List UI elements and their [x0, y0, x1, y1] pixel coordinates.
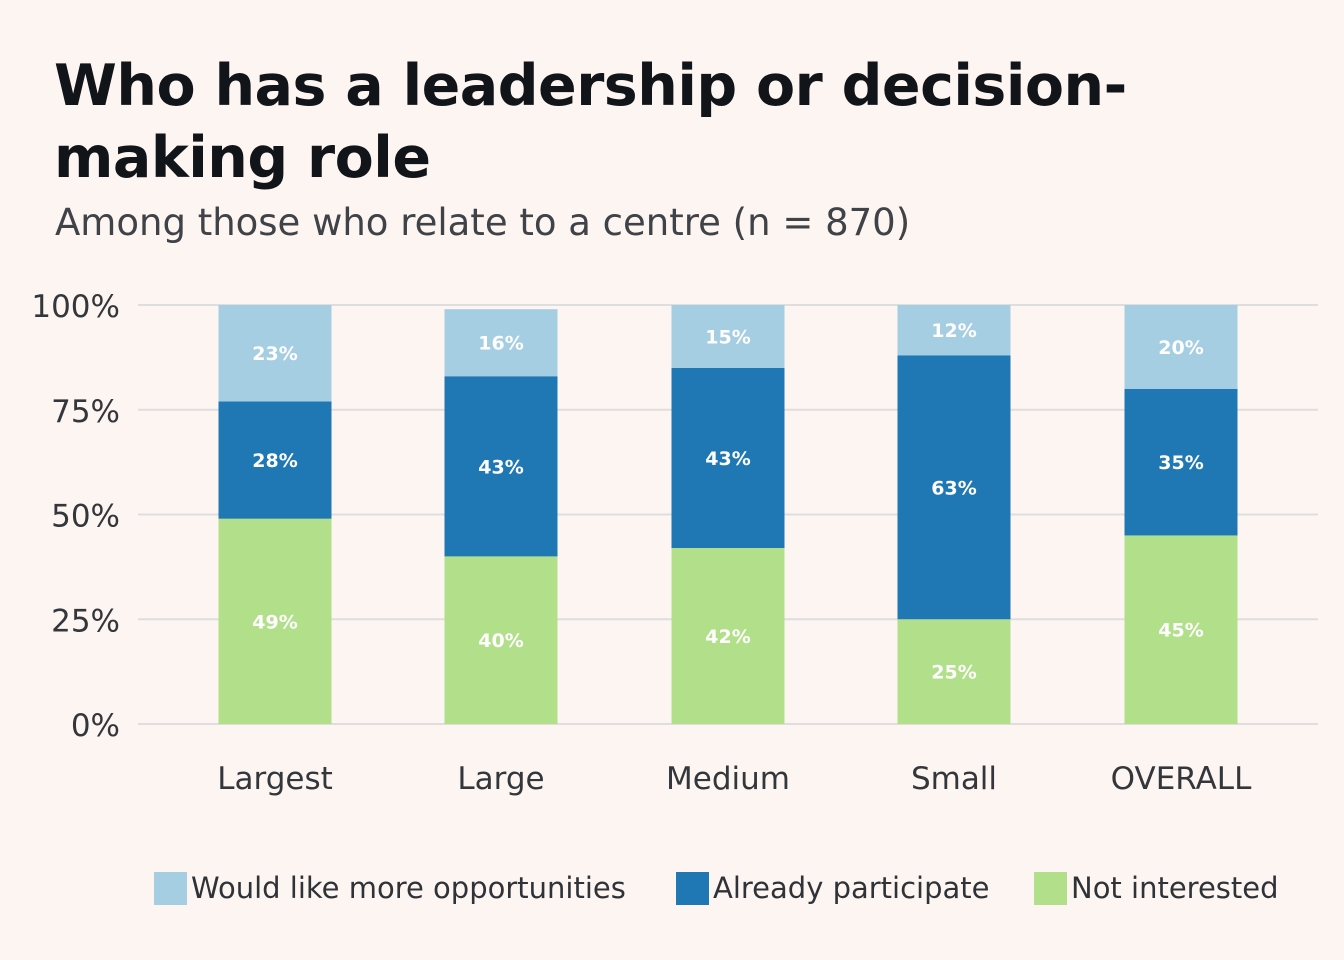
x-tick-label-large: Large [457, 761, 544, 797]
bar-largest-would-like-more-opportunities [218, 305, 332, 402]
data-labels: 49% 28% 23% 40% 43% 16% 42% 43% 15% 25% 63% 12% 45% 3… [252, 320, 1203, 683]
bar-small-already-participate [897, 355, 1011, 620]
data-label-large-already-participate: 43% [478, 456, 523, 478]
data-label-overall-already-participate: 35% [1158, 452, 1203, 474]
bar-large-not-interested [444, 556, 558, 724]
chart-title: Who has a leadership or decision-making … [54, 53, 1127, 191]
data-label-medium-not-interested: 42% [705, 626, 750, 648]
y-tick-label-75: 75% [51, 394, 120, 430]
legend-item-not-interested: Not interested [1034, 868, 1279, 908]
legend-swatch-not-interested [1034, 871, 1067, 905]
y-tick-label-25: 25% [51, 603, 120, 639]
data-label-overall-not-interested: 45% [1158, 620, 1203, 642]
data-label-largest-not-interested: 49% [252, 611, 297, 633]
bar-large-would-like-more-opportunities [444, 309, 558, 377]
x-axis-tick-labels: Largest Large Medium Small OVERALL [217, 761, 1252, 797]
legend-label-already-participate: Already participate [713, 871, 990, 905]
bar-medium-would-like-more-opportunities [671, 305, 785, 368]
bar-small-not-interested [897, 619, 1011, 724]
bar-largest-already-participate [218, 401, 332, 519]
data-label-small-already-participate: 63% [931, 477, 976, 499]
chart-subtitle: Among those who relate to a centre (n = … [55, 201, 911, 244]
bar-small-would-like-more-opportunities [897, 305, 1011, 356]
bar-overall-not-interested [1124, 535, 1238, 724]
bar-largest-not-interested [218, 518, 332, 724]
data-label-large-not-interested: 40% [478, 630, 523, 652]
x-tick-label-small: Small [911, 761, 997, 797]
data-label-medium-already-participate: 43% [705, 448, 750, 470]
bar-overall-already-participate [1124, 388, 1238, 536]
data-label-largest-would-like-more-opportunities: 23% [252, 343, 297, 365]
data-label-overall-would-like-more-opportunities: 20% [1158, 337, 1203, 359]
bars [218, 305, 1238, 724]
legend-swatch-would-like-more [154, 871, 187, 905]
bar-medium-not-interested [671, 548, 785, 724]
y-tick-label-50: 50% [51, 499, 120, 535]
data-label-small-would-like-more-opportunities: 12% [931, 320, 976, 342]
y-tick-label-100: 100% [31, 289, 120, 325]
bar-medium-already-participate [671, 367, 785, 549]
data-label-medium-would-like-more-opportunities: 15% [705, 326, 750, 348]
y-axis-tick-labels: 0% 25% 50% 75% 100% [31, 289, 120, 744]
legend-label-would-like-more: Would like more opportunities [191, 871, 626, 905]
y-tick-label-0: 0% [71, 708, 120, 744]
data-label-large-would-like-more-opportunities: 16% [478, 333, 523, 355]
stacked-bar-chart: 0% 25% 50% 75% 100% 49% 28% 23% 40% 43% 16% 42% 43%… [31, 289, 1318, 797]
data-label-small-not-interested: 25% [931, 662, 976, 684]
chart-legend: Would like more opportunities Already pa… [0, 868, 1344, 908]
bar-overall-would-like-more-opportunities [1124, 305, 1238, 389]
data-label-largest-already-participate: 28% [252, 450, 297, 472]
x-tick-label-medium: Medium [666, 761, 790, 797]
legend-swatch-already-participate [676, 871, 709, 905]
x-tick-label-largest: Largest [217, 761, 333, 797]
bar-large-already-participate [444, 376, 558, 557]
legend-item-would-like-more: Would like more opportunities [154, 868, 626, 908]
legend-label-not-interested: Not interested [1071, 871, 1279, 905]
legend-item-already-participate: Already participate [676, 868, 990, 908]
x-tick-label-overall: OVERALL [1111, 761, 1252, 797]
